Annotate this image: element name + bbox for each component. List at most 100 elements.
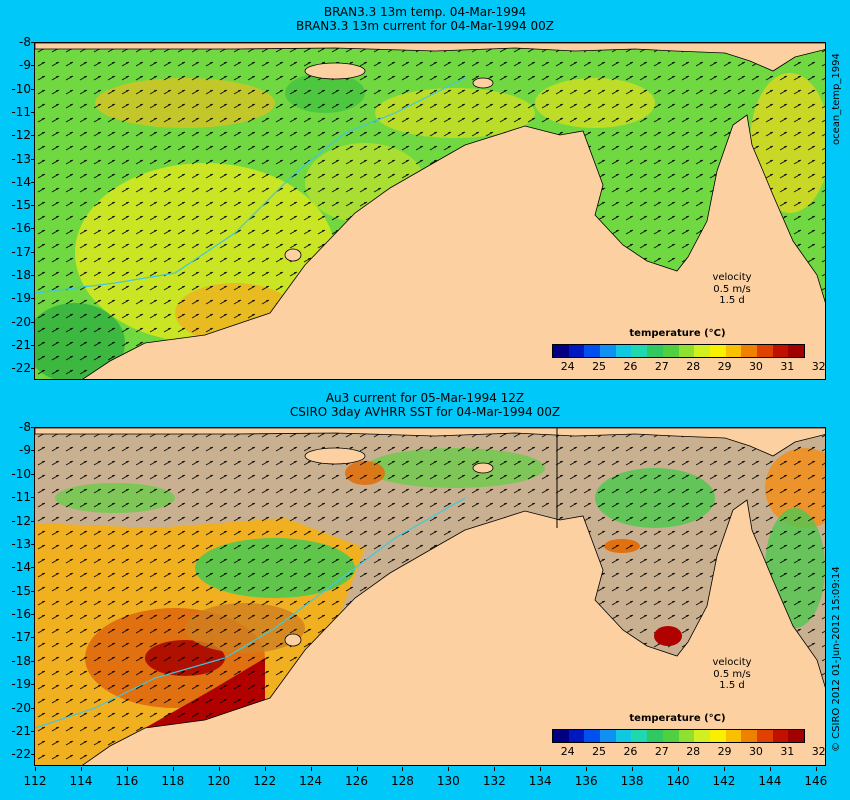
y_axis_top-label: -13 [11,151,31,166]
colorbar-swatch [631,730,648,742]
x-axis-tick [172,767,174,771]
y_axis_bottom-label: -10 [11,466,31,481]
y_axis_bottom-tick [31,730,35,732]
top-map-panel [34,42,826,380]
x-axis-tick [540,767,542,771]
x-axis-label: 118 [161,774,185,788]
y_axis_top-label: -20 [11,314,31,329]
y_axis_bottom-label: -17 [11,630,31,645]
top-map-svg [35,43,825,379]
x-axis-label: 128 [390,774,414,788]
top-colorbar-title: temperature (°C) [629,328,726,339]
y_axis_bottom-label: -21 [11,723,31,738]
colorbar-tick-label: 32 [811,360,826,373]
top-shelf-contour [35,77,466,294]
colorbar-swatch [615,345,632,357]
top-title-line1: BRAN3.3 13m temp. 04-Mar-1994 [323,5,527,19]
y_axis_top-tick [31,321,35,323]
top-velocity-value: 0.5 m/s [713,284,751,295]
x-axis-tick [448,767,450,771]
colorbar-tick-label: 28 [686,360,701,373]
colorbar-swatch [709,730,726,742]
y_axis_top-tick [31,275,35,277]
x-axis-label: 146 [804,774,828,788]
colorbar-swatch [741,730,757,742]
colorbar-swatch [600,345,616,357]
colorbar-tick-label: 29 [717,745,732,758]
y_axis_bottom-tick [31,590,35,592]
y_axis_top-tick [31,65,35,67]
colorbar-swatch [788,345,804,357]
bottom-colorbar [552,729,805,743]
colorbar-tick-label: 24 [560,360,575,373]
colorbar-tick-label: 31 [780,745,795,758]
y_axis_bottom-tick [31,543,35,545]
y_axis_bottom-tick [31,614,35,616]
colorbar-tick-label: 25 [592,745,607,758]
colorbar-swatch [647,730,663,742]
colorbar-swatch [584,730,601,742]
colorbar-tick-label: 26 [623,745,638,758]
x-axis-tick [35,767,36,771]
y_axis_top-tick [31,88,35,90]
colorbar-swatch [647,345,663,357]
bottom-hotspot [654,626,682,646]
colorbar-swatch [709,345,726,357]
y_axis_top-label: -10 [11,81,31,96]
colorbar-tick-label: 27 [654,360,669,373]
colorbar-swatch [662,730,679,742]
x-axis-tick [494,767,496,771]
x-axis-label: 130 [436,774,460,788]
top-land [35,43,825,379]
y_axis_bottom-label: -15 [11,583,31,598]
colorbar-tick-label: 27 [654,745,669,758]
y_axis_top-label: -19 [11,291,31,306]
y_axis_bottom-label: -9 [19,443,31,458]
top-side-label: ocean_temp_1994 [831,53,842,145]
y_axis_bottom-tick [31,520,35,522]
bottom-map-panel [34,427,826,766]
colorbar-swatch [584,345,601,357]
x-axis-label: 136 [574,774,598,788]
x-axis-label: 142 [712,774,736,788]
y_axis_top-label: -21 [11,338,31,353]
colorbar-swatch [553,345,569,357]
y_axis_top-tick [31,251,35,253]
y_axis_top-label: -9 [19,58,31,73]
x-axis-label: 126 [345,774,368,788]
colorbar-tick-label: 28 [686,745,701,758]
colorbar-tick-label: 30 [748,360,763,373]
top-title-line2: BRAN3.3 13m current for 04-Mar-1994 00Z [295,19,554,33]
colorbar-swatch [662,345,679,357]
y_axis_top-label: -12 [11,128,31,143]
colorbar-swatch [568,345,585,357]
y_axis_top-label: -16 [11,221,31,236]
top-velocity-time: 1.5 d [719,295,745,306]
colorbar-swatch [772,345,789,357]
y_axis_top-tick [31,181,35,183]
y_axis_bottom-tick [31,497,35,499]
y_axis_bottom-tick [31,754,35,756]
x-axis-label: 144 [758,774,782,788]
x-axis-label: 116 [115,774,139,788]
y_axis_bottom-tick [31,637,35,639]
bottom-shelf-contour [35,497,466,729]
colorbar-swatch [553,730,569,742]
colorbar-swatch [741,345,757,357]
bottom-side-label: © CSIRO 2012 01-Jun-2012 15:09:14 [831,566,842,752]
colorbar-tick-label: 29 [717,360,732,373]
colorbar-swatch [600,730,616,742]
top-colorbar [552,344,805,358]
colorbar-swatch [678,345,695,357]
y_axis_top-label: -14 [11,174,31,189]
bottom-velocity-time: 1.5 d [719,680,745,691]
colorbar-tick-label: 25 [592,360,607,373]
colorbar-swatch [631,345,648,357]
y_axis_bottom-tick [31,707,35,709]
colorbar-swatch [725,345,742,357]
y_axis_top-tick [31,345,35,347]
x-axis-tick [769,767,771,771]
x-axis-tick [678,767,680,771]
colorbar-swatch [756,345,773,357]
colorbar-tick-label: 31 [780,360,795,373]
